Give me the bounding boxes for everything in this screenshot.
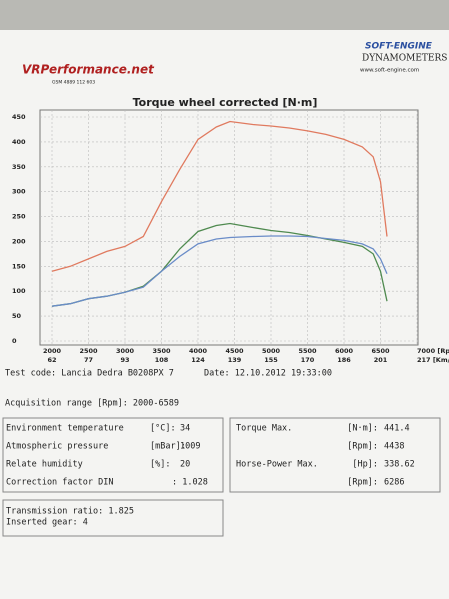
transmission-line: Transmission ratio: 1.825	[6, 507, 134, 517]
condition-unit: [%]:	[150, 460, 170, 470]
y-tick-label: 450	[12, 113, 26, 121]
x2-tick-label: 108	[155, 356, 169, 364]
y-tick-label: 100	[12, 287, 26, 295]
x-tick-label: 7000 [Rpm	[417, 347, 449, 355]
result-unit: [N·m]:	[347, 424, 378, 434]
phone: GSM 4889 112 603	[52, 80, 95, 86]
brand: VRPerformance.net	[22, 63, 155, 77]
x2-tick-label: 139	[228, 356, 242, 364]
result-label: Horse-Power Max.	[236, 460, 318, 470]
x-tick-label: 2000	[43, 347, 62, 355]
x2-tick-label: 62	[47, 356, 56, 364]
x2-tick-label: 77	[84, 356, 93, 364]
result-value: 4438	[384, 442, 404, 452]
result-unit: [Hp]:	[352, 460, 378, 470]
x-tick-label: 5500	[298, 347, 317, 355]
y-tick-label: 150	[12, 262, 26, 270]
maker-sub: DYNAMOMETERS	[362, 54, 447, 64]
x2-tick-label: 93	[120, 356, 129, 364]
x2-tick-label: 217 [Km/h	[417, 356, 449, 364]
x-tick-label: 5000	[262, 347, 281, 355]
chart-title: Torque wheel corrected [N·m]	[133, 96, 318, 109]
condition-unit: [°C]:	[150, 424, 176, 434]
results-box	[229, 417, 441, 493]
conditions-box	[2, 417, 224, 493]
x-tick-label: 6500	[371, 347, 390, 355]
x-tick-label: 4000	[189, 347, 208, 355]
y-tick-label: 400	[12, 138, 26, 146]
condition-label: Relate humidity	[6, 460, 83, 470]
y-tick-label: 50	[12, 312, 22, 320]
y-tick-label: 200	[12, 237, 26, 245]
paper	[0, 30, 449, 599]
result-value: 6286	[384, 478, 404, 488]
series-line	[51, 120, 388, 272]
result-value: 441.4	[384, 424, 410, 434]
x-tick-label: 3500	[152, 347, 171, 355]
transmission-box	[2, 499, 224, 537]
y-tick-label: 350	[12, 163, 26, 171]
x2-tick-label: 155	[264, 356, 278, 364]
condition-label: Correction factor DIN	[6, 478, 113, 488]
condition-value: 20	[180, 460, 190, 470]
transmission-line: Inserted gear: 4	[6, 518, 88, 528]
x2-tick-label: 170	[301, 356, 315, 364]
acquisition-range: Acquisition range [Rpm]: 2000-6589	[5, 399, 179, 409]
plot-frame	[39, 109, 419, 346]
condition-value: 1009	[180, 442, 200, 452]
condition-label: Atmospheric pressure	[6, 442, 108, 452]
x2-tick-label: 201	[374, 356, 388, 364]
y-tick-label: 300	[12, 188, 26, 196]
condition-value: : 1.028	[172, 478, 208, 488]
test-code: Test code: Lancia Dedra B0208PX 7	[5, 369, 174, 379]
website: www.soft-engine.com	[360, 68, 419, 74]
x2-tick-label: 186	[337, 356, 351, 364]
result-label: Torque Max.	[236, 424, 292, 434]
condition-unit: [mBar]:	[150, 442, 186, 452]
condition-label: Environment temperature	[6, 424, 124, 434]
x-tick-label: 3000	[116, 347, 135, 355]
result-unit: [Rpm]:	[347, 442, 378, 452]
condition-value: 34	[180, 424, 190, 434]
x2-tick-label: 124	[191, 356, 205, 364]
y-tick-label: 0	[12, 337, 17, 345]
date: Date: 12.10.2012 19:33:00	[204, 369, 332, 379]
x-tick-label: 2500	[79, 347, 98, 355]
x-tick-label: 4500	[225, 347, 244, 355]
series-line	[51, 235, 388, 307]
result-unit: [Rpm]:	[347, 478, 378, 488]
x-tick-label: 6000	[335, 347, 354, 355]
maker: SOFT-ENGINE	[365, 42, 433, 52]
y-tick-label: 250	[12, 213, 26, 221]
result-value: 338.62	[384, 460, 415, 470]
